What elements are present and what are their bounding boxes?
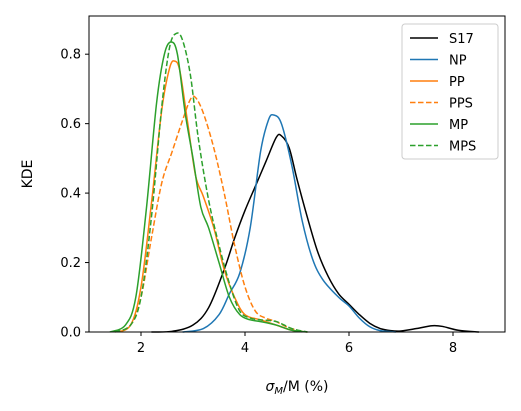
y-tick-label: 0.0: [60, 326, 81, 341]
x-tick-label: 4: [241, 341, 249, 356]
x-axis-label: σM/M (%): [266, 379, 329, 397]
series-line-s17: [151, 133, 480, 333]
x-tick-label: 8: [449, 341, 457, 356]
legend-box: [401, 23, 499, 160]
legend: S17 NP PP PPS MP MPS: [401, 23, 499, 160]
x-tick-label: 6: [345, 341, 353, 356]
series-lines: [109, 32, 480, 333]
legend-label-np: NP: [449, 54, 467, 69]
y-tick-label: 0.4: [60, 187, 81, 202]
series-line-mp: [109, 41, 308, 333]
series-line-np: [182, 113, 396, 333]
y-axis-ticks: 0.0 0.2 0.4 0.6 0.8: [60, 48, 89, 341]
series-line-pp: [114, 60, 308, 333]
y-tick-label: 0.8: [60, 48, 81, 63]
legend-label-mps: MPS: [449, 140, 476, 155]
legend-label-pp: PP: [449, 75, 465, 90]
y-tick-label: 0.6: [60, 117, 81, 132]
series-line-pps: [114, 95, 303, 333]
x-axis-ticks: 2 4 6 8: [137, 332, 457, 356]
legend-label-pps: PPS: [449, 97, 473, 112]
y-tick-label: 0.2: [60, 256, 81, 271]
plot-frame: [88, 15, 506, 333]
legend-label-mp: MP: [449, 118, 468, 133]
series-line-mps: [114, 32, 308, 333]
legend-label-s17: S17: [449, 32, 474, 47]
x-tick-label: 2: [137, 341, 145, 356]
y-axis-label: KDE: [20, 160, 36, 189]
